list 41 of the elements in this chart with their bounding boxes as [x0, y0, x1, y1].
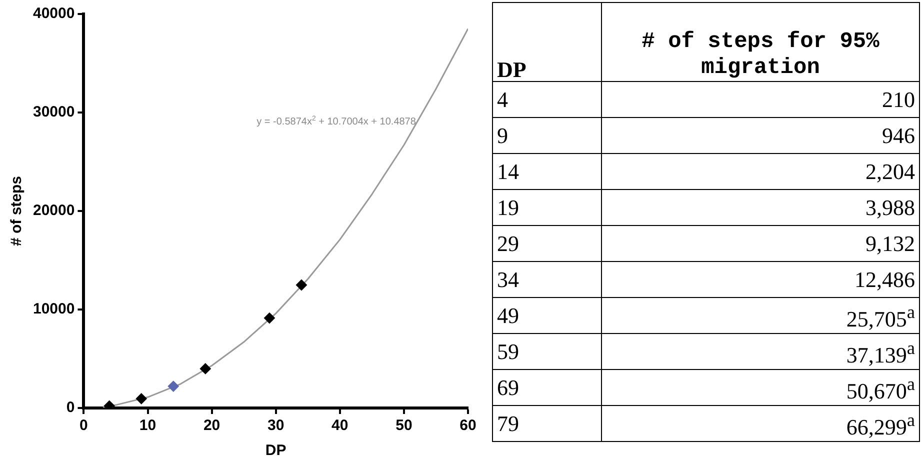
category-label: 4	[492, 82, 602, 118]
x-tick-label: 40	[332, 417, 348, 434]
x-tick-label: 60	[460, 417, 476, 434]
point	[136, 393, 147, 404]
y-tick-label: 40000	[32, 5, 75, 22]
category-label: 49	[492, 298, 602, 334]
text: 12,486	[854, 266, 915, 292]
y-tick-label: 20000	[32, 202, 75, 220]
point	[296, 280, 307, 291]
y-axis-title: # of steps	[8, 176, 26, 246]
text: 25,705$^{a}$	[846, 302, 915, 332]
text: 9,132	[866, 230, 915, 256]
point	[264, 312, 275, 324]
text: 946	[882, 122, 915, 148]
category-label: 69	[492, 370, 602, 406]
category-label: 29	[492, 226, 602, 262]
category-label: 19	[492, 190, 602, 226]
x-tick-label: 0	[80, 417, 88, 434]
x-tick-label: 30	[268, 417, 284, 434]
category-label: 34	[492, 262, 602, 298]
category-label: 9	[492, 118, 602, 154]
y-tick-label: 0	[66, 399, 75, 416]
point	[200, 363, 211, 374]
y-tick-label: 30000	[32, 104, 75, 121]
category-label: 79	[492, 406, 602, 442]
text: 2,204	[866, 158, 915, 184]
x-tick-label: 50	[396, 417, 412, 434]
category-label: 14	[492, 154, 602, 190]
y-tick-label: 10000	[32, 300, 75, 318]
text: 66,299$^{a}$	[846, 410, 915, 440]
text: 3,988	[866, 194, 915, 220]
text: 50,670$^{a}$	[846, 374, 915, 404]
point	[168, 380, 179, 392]
text: # of steps for 95% migration	[602, 2, 920, 82]
category-label: 59	[492, 334, 602, 370]
text: DP	[492, 2, 602, 82]
x-axis-title: DP	[265, 442, 286, 460]
text: 210	[882, 86, 915, 112]
x-tick-label: 20	[203, 417, 220, 434]
text: 37,139$^{a}$	[846, 338, 915, 368]
x-tick-label: 10	[139, 417, 156, 434]
